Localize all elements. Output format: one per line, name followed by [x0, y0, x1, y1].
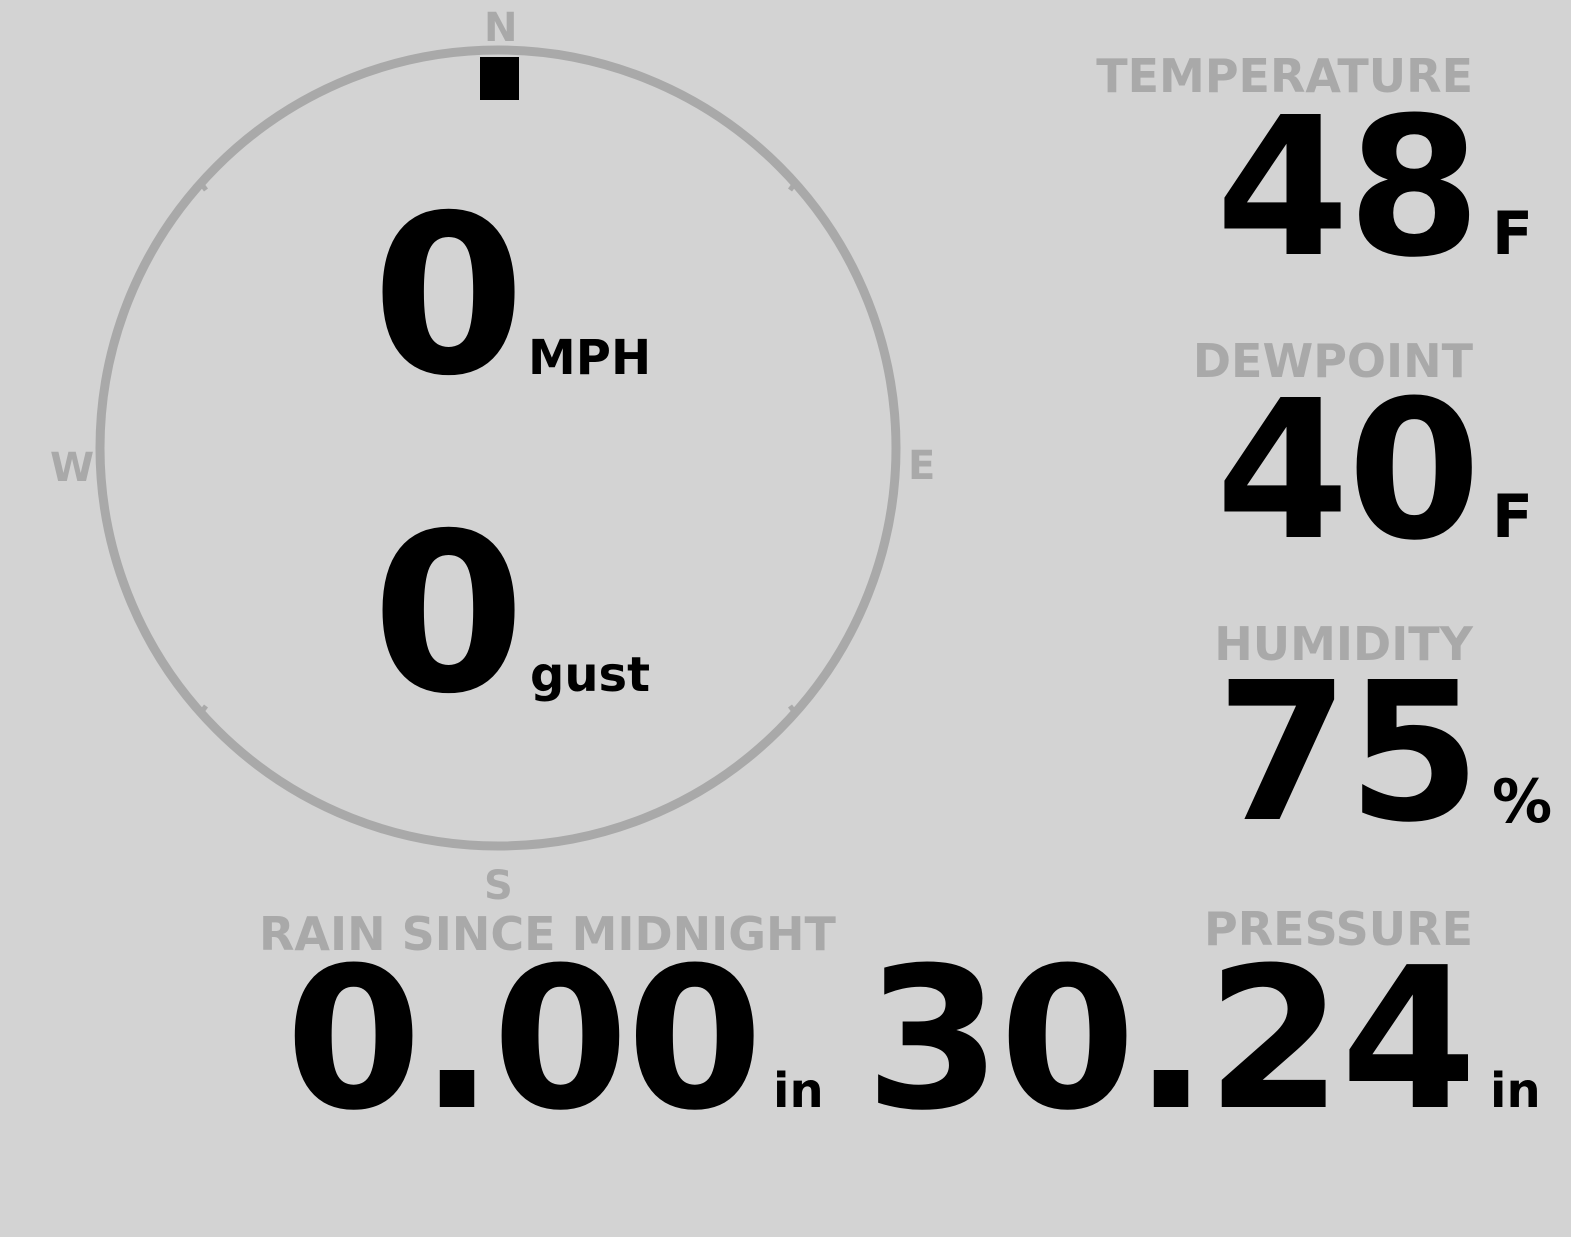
wind-gust-value: 0 — [372, 486, 526, 742]
pressure-value: 30.24 — [865, 926, 1477, 1154]
rain-value: 0.00 — [285, 926, 763, 1154]
dewpoint-value: 40 — [1215, 360, 1481, 583]
compass-ticks — [198, 180, 798, 716]
compass-w-label: W — [50, 445, 95, 491]
humidity-label: HUMIDITY — [1214, 617, 1473, 671]
humidity-value: 75 — [1215, 642, 1481, 865]
compass-s-label: S — [484, 863, 513, 909]
dewpoint-unit: F — [1492, 482, 1533, 552]
compass-ring — [95, 45, 901, 851]
rain-unit: in — [773, 1063, 824, 1119]
pressure-unit: in — [1490, 1063, 1541, 1119]
wind-speed-value: 0 — [372, 168, 526, 424]
temperature-value: 48 — [1215, 77, 1481, 300]
temperature-unit: F — [1492, 199, 1533, 269]
temperature-label: TEMPERATURE — [1096, 49, 1473, 103]
compass-n-label: N — [484, 5, 518, 51]
wind-gust-unit: gust — [530, 647, 651, 703]
pressure-label: PRESSURE — [1204, 902, 1473, 956]
rain-label: RAIN SINCE MIDNIGHT — [259, 907, 836, 961]
wind-direction-marker — [480, 57, 519, 100]
dewpoint-label: DEWPOINT — [1192, 334, 1473, 388]
compass-e-label: E — [908, 443, 936, 489]
humidity-unit: % — [1492, 767, 1553, 837]
wind-speed-unit: MPH — [528, 330, 652, 386]
